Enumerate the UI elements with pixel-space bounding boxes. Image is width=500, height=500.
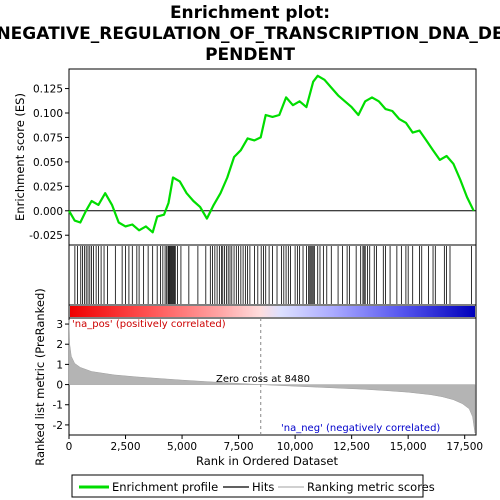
legend-label: Enrichment profile [112, 480, 218, 494]
es-y-axis-label: Enrichment score (ES) [13, 93, 27, 221]
ranked-y-axis: -2 -1 0 1 2 3 [53, 319, 69, 432]
es-y-tick-label: 0.000 [33, 206, 63, 218]
ranked-y-tick-label: 2 [56, 339, 63, 351]
x-axis-label: Rank in Ordered Dataset [196, 454, 339, 468]
x-tick-label: 7,500 [224, 441, 254, 453]
x-tick-label: 12,500 [333, 441, 370, 453]
es-y-axis: -0.025 0.000 0.025 0.050 0.075 0.100 0.125 [29, 84, 69, 242]
rank-color-bar [70, 306, 475, 317]
ranked-panel [68, 317, 477, 436]
es-y-tick-label: 0.125 [33, 84, 63, 96]
es-y-tick-label: -0.025 [29, 230, 63, 242]
ranked-y-axis-label: Ranked list metric (PreRanked) [33, 288, 47, 466]
ranked-metric-area [68, 319, 476, 434]
ranked-y-tick-label: 0 [56, 380, 63, 392]
ranked-metric-fill [68, 319, 476, 434]
es-y-tick-label: 0.075 [33, 132, 63, 144]
x-tick-label: 0 [66, 441, 73, 453]
ranked-y-tick-label: 3 [56, 319, 63, 331]
legend: Enrichment profile Hits Ranking metric sco… [79, 480, 435, 494]
chart-title-line-1: Enrichment plot: [170, 3, 330, 23]
legend-label: Hits [252, 480, 274, 494]
ranked-x-axis: 0 2,500 5,000 7,500 10,000 12,500 15,000 17,500 [66, 435, 483, 453]
ranked-y-tick-label: -1 [53, 400, 63, 412]
x-tick-label: 5,000 [167, 441, 197, 453]
pos-correlated-label: 'na_pos' (positively correlated) [72, 319, 226, 330]
x-tick-label: 10,000 [277, 441, 314, 453]
es-curve-group [68, 74, 475, 234]
chart-title-line-3: PENDENT [205, 45, 295, 65]
es-panel [68, 68, 477, 246]
ranked-y-tick-label: 1 [56, 359, 63, 371]
x-tick-label: 15,000 [390, 441, 427, 453]
x-tick-label: 2,500 [110, 441, 140, 453]
legend-box [71, 474, 424, 498]
ranked-y-tick-label: -2 [53, 420, 63, 432]
chart-title-line-2: NEGATIVE_REGULATION_OF_TRANSCRIPTION_DNA… [0, 24, 500, 44]
es-y-tick-label: 0.050 [33, 157, 63, 169]
es-curve [68, 74, 475, 234]
legend-label: Ranking metric scores [307, 480, 435, 494]
es-y-tick-label: 0.025 [33, 181, 63, 193]
es-y-tick-label: 0.100 [33, 108, 63, 120]
zero-cross-label: Zero cross at 8480 [216, 374, 310, 385]
x-tick-label: 17,500 [446, 441, 483, 453]
neg-correlated-label: 'na_neg' (negatively correlated) [281, 423, 440, 434]
hits-group [74, 246, 472, 304]
